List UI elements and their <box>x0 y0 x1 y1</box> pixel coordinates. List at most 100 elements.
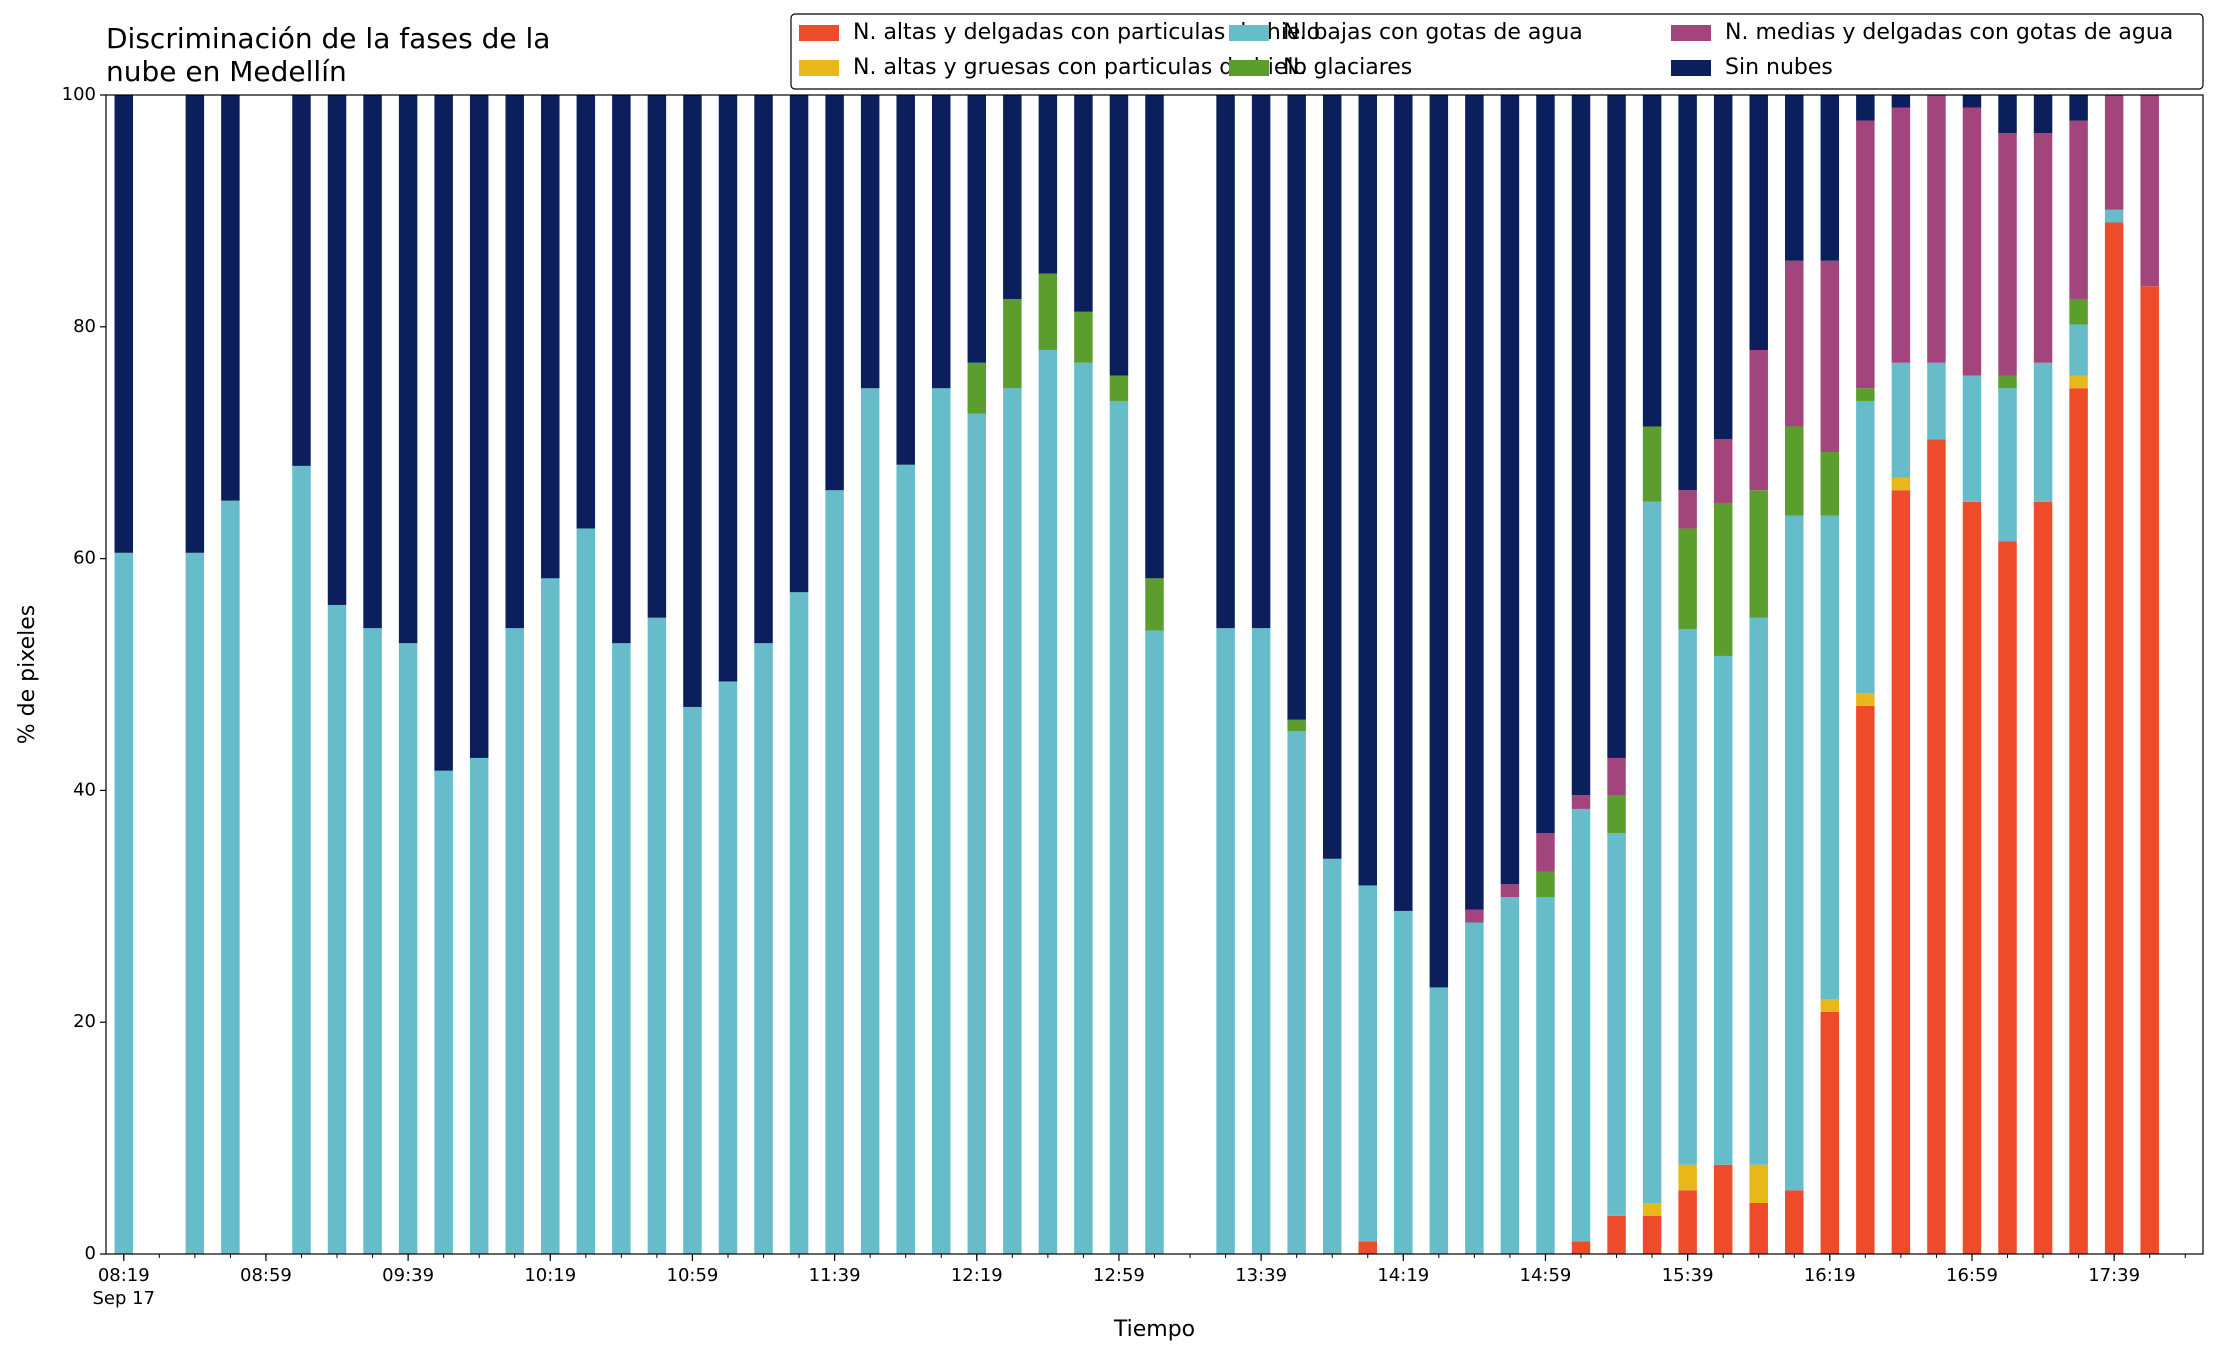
bar-segment <box>789 95 809 593</box>
bar-segment <box>1038 95 1058 274</box>
bar-segment <box>860 388 880 1254</box>
bar-segment <box>612 643 631 1254</box>
bar-segment <box>1571 95 1591 796</box>
bar-segment <box>1856 400 1875 694</box>
bar-segment <box>505 628 524 1254</box>
bar-segment <box>2140 95 2159 287</box>
bar-segment <box>1820 999 1840 1012</box>
legend-swatch <box>1671 25 1711 41</box>
bar-segment <box>1856 693 1875 706</box>
bar-segment <box>1962 501 1982 1255</box>
bar-segment <box>1145 95 1164 579</box>
bar-segment <box>2033 362 2053 502</box>
bar-segment <box>2069 375 2088 389</box>
bar-segment <box>292 95 311 466</box>
bar-segment <box>1820 260 1840 452</box>
bar-segment <box>2069 388 2088 1254</box>
x-tick-label: 10:19 <box>524 1265 576 1286</box>
legend-swatch <box>799 60 839 76</box>
bar-segment <box>1927 95 1946 363</box>
bar-segment <box>1074 311 1093 363</box>
bar-segment <box>647 95 667 618</box>
bar-segment <box>469 757 489 1254</box>
legend-swatch <box>1229 60 1269 76</box>
bar-segment <box>896 464 915 1254</box>
x-date-label: Sep 17 <box>92 1288 155 1309</box>
y-tick-label: 80 <box>73 316 96 337</box>
bar-segment <box>2069 95 2088 121</box>
bar-segment <box>1927 362 1946 440</box>
bar-segment <box>1500 897 1520 1254</box>
bar-segment <box>1074 95 1093 312</box>
bar-segment <box>1998 388 2017 542</box>
bar-segment <box>1145 630 1164 1254</box>
bar-segment <box>1322 95 1342 859</box>
bar-segment <box>398 95 418 644</box>
legend-box <box>790 13 2204 90</box>
bar-segment <box>1358 1241 1377 1254</box>
y-axis-label: % de pixeles <box>15 605 40 744</box>
bar-segment <box>754 643 773 1254</box>
bar-segment <box>1891 362 1911 478</box>
bar-segment <box>434 770 453 1254</box>
bar-segment <box>1465 95 1484 910</box>
bar-segment <box>1749 1203 1768 1254</box>
legend-label: N. bajas con gotas de agua <box>1283 20 1583 45</box>
bar-segment <box>1785 426 1804 516</box>
bar-segment <box>2069 324 2088 376</box>
bar-segment <box>967 362 987 414</box>
bar-segment <box>576 95 596 529</box>
bar-segment <box>363 628 382 1254</box>
bar-segment <box>1074 362 1093 1254</box>
bar-segment <box>2104 222 2124 1255</box>
bar-segment <box>1998 95 2017 134</box>
bar-segment <box>1358 95 1377 886</box>
bar-segment <box>576 528 596 1254</box>
bar-segment <box>1749 490 1768 618</box>
bar-segment <box>541 95 560 579</box>
chart-title: Discriminación de la fases de la nube en … <box>106 22 550 88</box>
bar-segment <box>932 388 951 1254</box>
x-tick-label: 09:39 <box>382 1265 434 1286</box>
bar-segment <box>1998 541 2017 1254</box>
bar-segment <box>185 552 205 1254</box>
bar-segment <box>1891 95 1911 108</box>
bar-segment <box>967 95 987 363</box>
bar-segment <box>1678 490 1697 529</box>
bar-segment <box>1571 795 1591 809</box>
bar-segment <box>1536 95 1555 834</box>
x-tick-label: 13:39 <box>1235 1265 1287 1286</box>
x-axis-label: Tiempo <box>1113 1317 1195 1342</box>
bar-segment <box>1998 133 2017 376</box>
bar-segment <box>1287 719 1306 732</box>
bar-segment <box>1713 502 1733 656</box>
bar-segment <box>1003 388 1022 1254</box>
bar-segment <box>1642 95 1662 427</box>
bar-segment <box>2033 133 2053 363</box>
bar-segment <box>718 681 738 1254</box>
bar-segment <box>1287 95 1306 720</box>
x-tick-label: 08:19 <box>98 1265 150 1286</box>
x-tick-label: 08:59 <box>240 1265 292 1286</box>
bar-segment <box>1856 95 1875 121</box>
bar-segment <box>967 413 987 1255</box>
x-tick-label: 10:59 <box>667 1265 719 1286</box>
bar-segment <box>647 617 667 1254</box>
bar-segment <box>2033 501 2053 1255</box>
bar-segment <box>363 95 382 629</box>
bar-segment <box>1678 528 1697 630</box>
bar-segment <box>1713 1164 1733 1254</box>
bar-segment <box>1465 909 1484 923</box>
bar-segment <box>114 552 134 1254</box>
bar-segment <box>1820 451 1840 516</box>
bar-segment <box>1749 95 1768 350</box>
bar-segment <box>754 95 773 644</box>
bar-segment <box>1607 757 1626 796</box>
bar-segment <box>1109 95 1129 376</box>
x-tick-label: 11:39 <box>809 1265 861 1286</box>
bar-segment <box>1571 1241 1591 1254</box>
bar-segment <box>1607 95 1626 758</box>
bar-segment <box>1322 858 1342 1254</box>
bar-segment <box>1536 833 1555 872</box>
bar-segment <box>1642 501 1662 1204</box>
